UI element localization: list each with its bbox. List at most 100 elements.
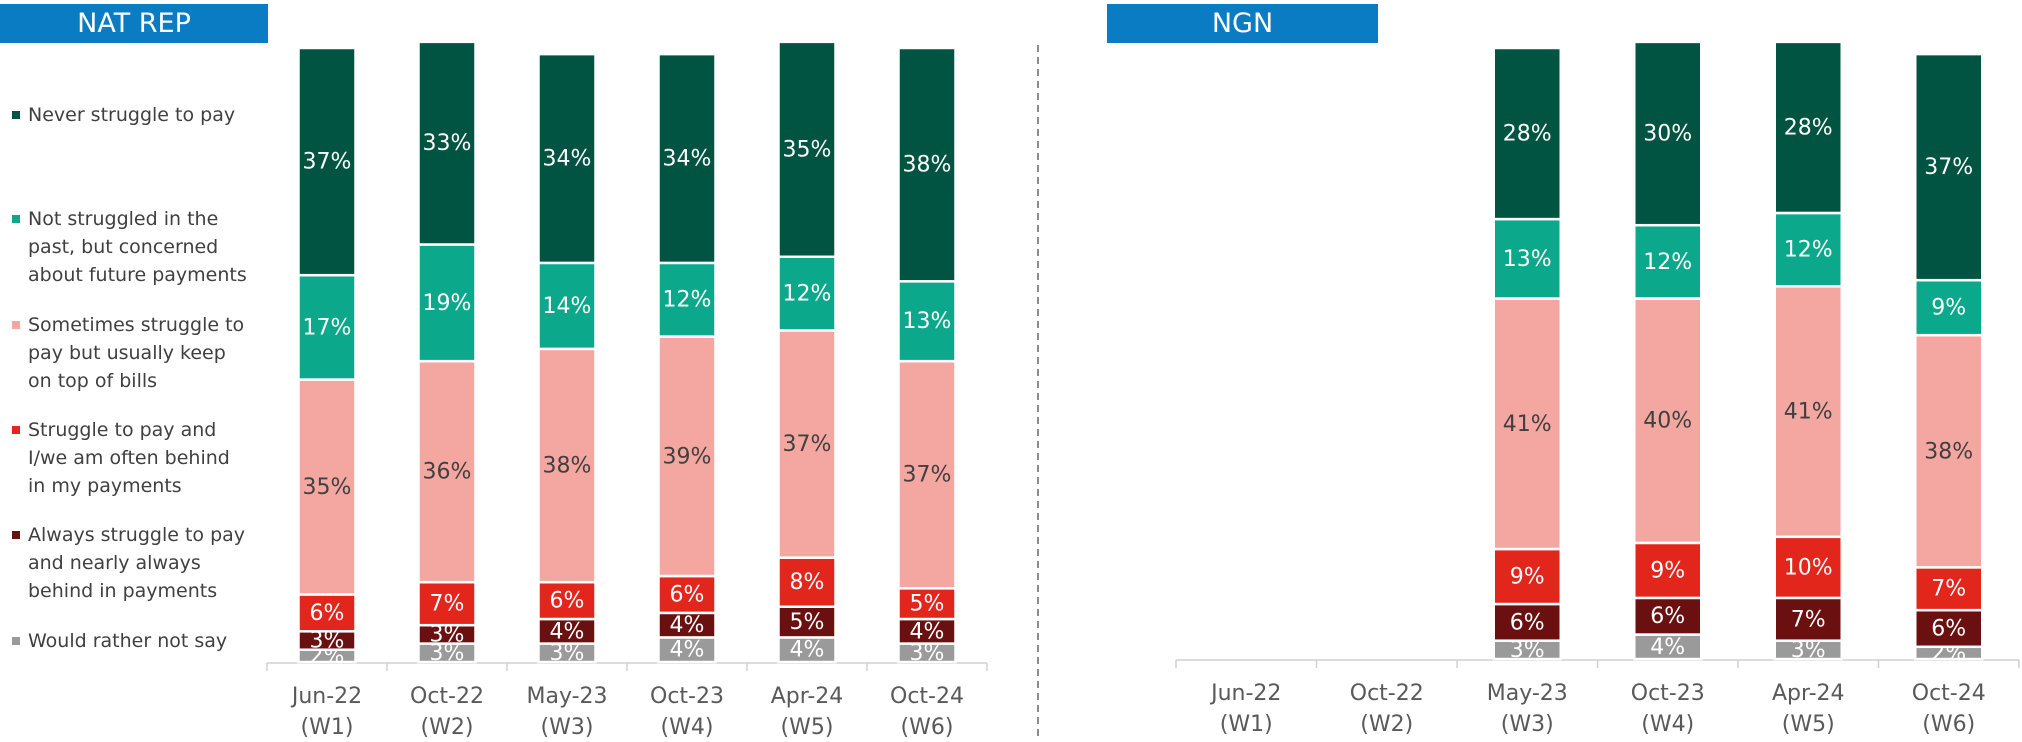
data-label: 9% bbox=[1510, 565, 1545, 590]
data-label: 6% bbox=[670, 582, 705, 607]
data-label: 17% bbox=[303, 315, 352, 340]
data-label: 41% bbox=[1503, 412, 1552, 437]
data-label: 3% bbox=[430, 641, 465, 666]
bar-segment bbox=[1773, 211, 1843, 288]
data-label: 6% bbox=[1510, 610, 1545, 635]
data-label: 8% bbox=[790, 570, 825, 595]
data-label: 38% bbox=[903, 153, 952, 178]
bar-segment bbox=[657, 52, 717, 265]
data-label: 6% bbox=[550, 589, 585, 614]
bar-segment bbox=[537, 347, 597, 584]
legend-label: Not struggled in the past, but concerned… bbox=[28, 208, 247, 286]
data-label: 3% bbox=[1791, 638, 1826, 663]
bar-segment bbox=[1914, 278, 1984, 337]
bar-segment bbox=[897, 280, 957, 363]
legend-item: Would rather not say bbox=[12, 627, 247, 655]
bar-segment bbox=[657, 636, 717, 664]
x-tick-label: Apr-24 (W5) bbox=[1772, 681, 1845, 737]
data-label: 6% bbox=[1650, 604, 1685, 629]
data-label: 37% bbox=[1924, 155, 1973, 180]
x-tick-label: May-23 (W3) bbox=[526, 684, 607, 740]
data-label: 3% bbox=[430, 622, 465, 647]
data-label: 10% bbox=[1784, 555, 1833, 580]
data-label: 4% bbox=[910, 619, 945, 644]
legend-label: Never struggle to pay bbox=[28, 104, 236, 126]
x-tick-label: Oct-23 (W4) bbox=[650, 684, 724, 740]
data-label: 3% bbox=[310, 629, 345, 654]
data-label: 35% bbox=[303, 475, 352, 500]
data-label: 4% bbox=[1650, 635, 1685, 660]
bar-segment bbox=[297, 593, 357, 633]
bar-segment bbox=[417, 359, 477, 584]
data-label: 12% bbox=[663, 288, 712, 313]
data-label: 13% bbox=[1503, 247, 1552, 272]
legend-item: Not struggled in the past, but concerned… bbox=[12, 205, 247, 289]
bar-segment bbox=[897, 359, 957, 590]
bar-segment bbox=[777, 255, 837, 332]
x-tick-label: Oct-24 (W6) bbox=[890, 684, 964, 740]
legend-swatch bbox=[12, 321, 20, 329]
data-label: 7% bbox=[430, 592, 465, 617]
x-tick-label: Oct-22 (W2) bbox=[1350, 681, 1424, 737]
data-label: 19% bbox=[423, 291, 472, 316]
data-label: 34% bbox=[663, 147, 712, 172]
data-label: 3% bbox=[1510, 638, 1545, 663]
bar-segment bbox=[1633, 297, 1703, 545]
legend-item: Always struggle to pay and nearly always… bbox=[12, 521, 247, 605]
bar-segment bbox=[1773, 535, 1843, 600]
data-label: 4% bbox=[550, 619, 585, 644]
data-label: 40% bbox=[1643, 409, 1692, 434]
data-label: 4% bbox=[670, 638, 705, 663]
data-label: 4% bbox=[790, 638, 825, 663]
data-label: 5% bbox=[790, 610, 825, 635]
legend-item: Never struggle to pay bbox=[12, 101, 247, 129]
data-label: 36% bbox=[423, 460, 472, 485]
x-tick-label: Jun-22 (W1) bbox=[290, 684, 362, 740]
legend-swatch bbox=[12, 637, 20, 645]
bar-segment bbox=[1492, 602, 1562, 642]
legend-item: Struggle to pay and I/we am often behind… bbox=[12, 416, 247, 500]
legend-label: Always struggle to pay and nearly always… bbox=[28, 524, 246, 602]
legend-label: Struggle to pay and I/we am often behind… bbox=[28, 419, 230, 497]
data-label: 37% bbox=[303, 150, 352, 175]
bar-segment bbox=[1773, 40, 1843, 215]
data-label: 37% bbox=[783, 432, 832, 457]
legend-label: Would rather not say bbox=[28, 630, 228, 652]
bar-segment bbox=[1633, 541, 1703, 600]
data-label: 38% bbox=[543, 454, 592, 479]
bar-segment bbox=[1633, 596, 1703, 636]
legend-swatch bbox=[12, 531, 20, 539]
data-label: 28% bbox=[1784, 115, 1833, 140]
data-label: 39% bbox=[663, 444, 712, 469]
bar-segment bbox=[297, 378, 357, 596]
bar-segment bbox=[1914, 333, 1984, 569]
bar-segment bbox=[537, 580, 597, 621]
data-label: 9% bbox=[1650, 558, 1685, 583]
bar-segment bbox=[1773, 596, 1843, 642]
bar-segment bbox=[1492, 46, 1562, 221]
data-label: 3% bbox=[910, 641, 945, 666]
bar-segment bbox=[1633, 223, 1703, 300]
bar-segment bbox=[1633, 40, 1703, 227]
data-label: 12% bbox=[1784, 238, 1833, 263]
bar-segment bbox=[897, 46, 957, 283]
data-label: 34% bbox=[543, 147, 592, 172]
data-label: 33% bbox=[423, 131, 472, 156]
data-label: 5% bbox=[910, 592, 945, 617]
legend-swatch bbox=[12, 215, 20, 223]
chart-title: NAT REP bbox=[0, 4, 268, 43]
x-tick-label: Oct-22 (W2) bbox=[410, 684, 484, 740]
data-label: 7% bbox=[1791, 607, 1826, 632]
legend-swatch bbox=[12, 426, 20, 434]
bar-segment bbox=[657, 261, 717, 338]
bar-segment bbox=[537, 52, 597, 265]
data-label: 7% bbox=[1931, 577, 1966, 602]
x-tick-label: Apr-24 (W5) bbox=[771, 684, 844, 740]
bar-segment bbox=[1492, 547, 1562, 606]
bar-segment bbox=[297, 46, 357, 277]
data-label: 37% bbox=[903, 463, 952, 488]
bar-segment bbox=[1914, 52, 1984, 282]
data-label: 28% bbox=[1503, 122, 1552, 147]
data-label: 38% bbox=[1924, 439, 1973, 464]
